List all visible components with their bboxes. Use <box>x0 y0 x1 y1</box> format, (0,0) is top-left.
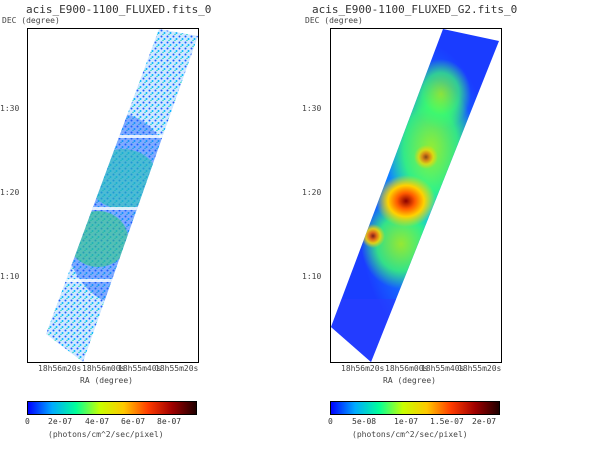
left-y-tick: 1:30 <box>0 104 20 113</box>
right-sky-image <box>331 29 499 362</box>
left-x-tick: 18h55m20s <box>155 364 199 373</box>
right-colorbar-label: 5e-08 <box>352 417 377 426</box>
left-x-tick: 18h56m20s <box>38 364 82 373</box>
left-colorbar-label: 8e-07 <box>157 417 182 426</box>
left-colorbar-label: 6e-07 <box>121 417 146 426</box>
left-y-tick: 1:10 <box>0 272 20 281</box>
right-colorbar-label: 1.5e-07 <box>430 417 464 426</box>
left-panel-title: acis_E900-1100_FLUXED.fits_0 <box>26 3 212 16</box>
right-y-tick: 1:20 <box>302 188 322 197</box>
left-image-frame[interactable] <box>27 28 199 363</box>
right-colorbar <box>330 401 500 415</box>
left-colorbar-label: 0 <box>25 417 30 426</box>
right-x-tick: 18h56m20s <box>341 364 385 373</box>
right-panel-title: acis_E900-1100_FLUXED_G2.fits_0 <box>312 3 518 16</box>
right-ra-axis-label: RA (degree) <box>383 376 436 385</box>
right-colorbar-label: 0 <box>328 417 333 426</box>
left-sky-image <box>46 29 198 362</box>
left-x-tick: 18h56m00s <box>82 364 126 373</box>
right-image-frame[interactable] <box>330 28 502 363</box>
left-colorbar-label: 2e-07 <box>48 417 73 426</box>
left-colorbar <box>27 401 197 415</box>
right-colorbar-units: (photons/cm^2/sec/pixel) <box>352 430 468 439</box>
left-y-tick: 1:20 <box>0 188 20 197</box>
right-x-tick: 18h55m40s <box>421 364 465 373</box>
left-dec-axis-label: DEC (degree) <box>2 16 60 25</box>
right-colorbar-label: 1e-07 <box>394 417 419 426</box>
left-x-tick: 18h55m40s <box>118 364 162 373</box>
right-colorbar-label: 2e-07 <box>472 417 497 426</box>
right-y-tick: 1:30 <box>302 104 322 113</box>
right-x-tick: 18h56m00s <box>385 364 429 373</box>
left-colorbar-label: 4e-07 <box>85 417 110 426</box>
right-dec-axis-label: DEC (degree) <box>305 16 363 25</box>
left-colorbar-units: (photons/cm^2/sec/pixel) <box>48 430 164 439</box>
right-x-tick: 18h55m20s <box>458 364 502 373</box>
right-y-tick: 1:10 <box>302 272 322 281</box>
left-ra-axis-label: RA (degree) <box>80 376 133 385</box>
